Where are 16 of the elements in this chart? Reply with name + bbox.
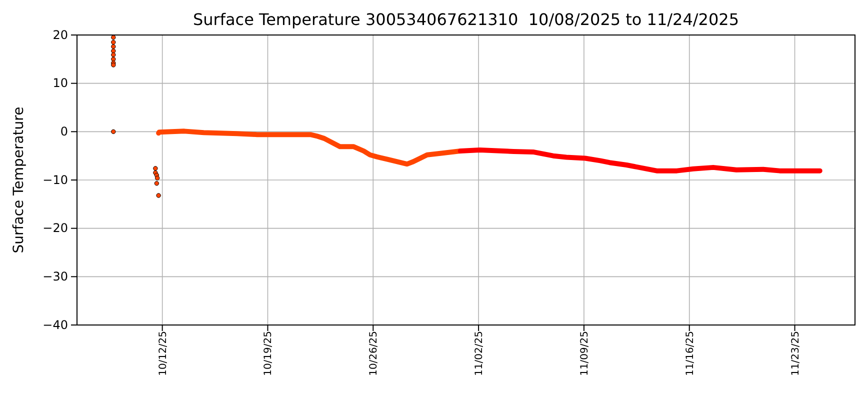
y-tick-label: −10 bbox=[42, 172, 68, 187]
y-tick-label: 10 bbox=[52, 76, 68, 90]
x-tick-label: 11/09/25 bbox=[579, 331, 590, 376]
y-tick-label: 20 bbox=[52, 28, 68, 42]
x-tick-label: 11/16/25 bbox=[684, 331, 696, 376]
x-tick-label: 10/26/25 bbox=[368, 331, 380, 376]
x-tick-label: 10/19/25 bbox=[263, 331, 274, 376]
y-tick-label: 0 bbox=[60, 124, 68, 139]
y-tick-label: −30 bbox=[42, 270, 68, 284]
x-tick-label: 10/12/25 bbox=[158, 331, 169, 376]
x-tick-label: 11/23/25 bbox=[790, 331, 802, 376]
chart-title: Surface Temperature 300534067621310 10/08/2025 to 11/24/2025 bbox=[192, 10, 740, 29]
y-tick-label: −20 bbox=[42, 221, 68, 236]
y-tick-label: −40 bbox=[42, 318, 68, 332]
y-axis-title: Surface Temperature bbox=[11, 106, 27, 254]
x-tick-label: 11/02/25 bbox=[474, 331, 486, 376]
